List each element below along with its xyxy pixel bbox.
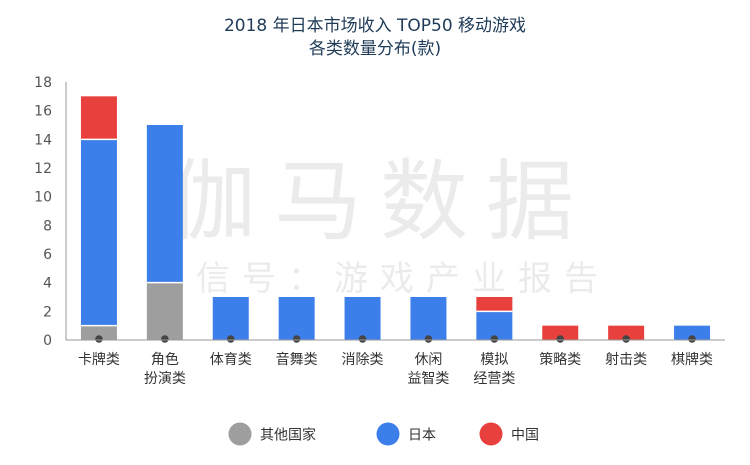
y-tick-label: 18 <box>34 75 52 91</box>
bar-base-dot <box>622 335 630 343</box>
watermark-text-main: 伽马数据 <box>168 150 592 253</box>
chart-title-line1: 2018 年日本市场收入 TOP50 移动游戏 <box>223 16 527 36</box>
y-tick-label: 2 <box>43 304 52 320</box>
y-tick-label: 10 <box>34 190 52 206</box>
bar-segment-japan <box>674 325 711 340</box>
x-category-label: 扮演类 <box>144 371 186 387</box>
legend-label-japan: 日本 <box>408 428 436 444</box>
y-tick-label: 12 <box>34 161 52 177</box>
legend-marker-japan <box>376 422 400 446</box>
legend-label-china: 中国 <box>511 428 539 444</box>
watermark: 伽马数据 微信号：游戏产业报告 <box>150 150 610 299</box>
bar-segment-japan <box>344 297 381 340</box>
bar-segment-japan <box>410 297 447 340</box>
bar-base-dot <box>292 335 301 343</box>
bar-segment-japan <box>278 297 315 340</box>
bar-segment-japan <box>146 125 183 283</box>
y-tick-label: 6 <box>43 247 52 263</box>
bar-base-dot <box>358 335 367 343</box>
chart-title-line2: 各类数量分布(款) <box>308 39 442 59</box>
legend: 其他国家 日本 中国 <box>228 422 539 446</box>
legend-marker-other <box>228 422 252 446</box>
y-axis: 0 2 4 6 8 10 12 14 16 18 <box>34 75 67 349</box>
y-tick-label: 4 <box>43 276 52 292</box>
y-tick-label: 8 <box>43 218 52 234</box>
x-category-label: 经营类 <box>473 371 515 387</box>
x-category-label: 射击类 <box>605 352 647 368</box>
bar-segment-china <box>80 96 117 140</box>
x-category-label: 棋牌类 <box>671 351 713 368</box>
x-category-label: 策略类 <box>539 351 581 368</box>
x-category-label: 休闲 <box>414 352 442 368</box>
watermark-text-sub: 微信号：游戏产业报告 <box>150 259 610 299</box>
x-category-label: 角色 <box>151 351 179 368</box>
legend-label-other: 其他国家 <box>260 427 316 444</box>
bar-base-dot <box>424 335 433 343</box>
y-tick-label: 0 <box>43 333 52 349</box>
x-category-label: 益智类 <box>407 371 449 387</box>
x-category-label: 模拟 <box>480 352 508 368</box>
bar-segment-other <box>146 282 183 340</box>
bar-segment-china <box>542 325 579 340</box>
x-category-label: 卡牌类 <box>78 351 120 368</box>
bar-base-dot <box>688 335 696 343</box>
bar-segment-other <box>80 325 117 340</box>
legend-marker-china <box>479 422 503 446</box>
bar-base-dot <box>556 335 565 343</box>
bars <box>80 96 711 343</box>
y-tick-label: 16 <box>34 104 52 120</box>
bar-segment-japan <box>212 297 249 340</box>
bar-base-dot <box>226 335 235 343</box>
y-tick-label: 14 <box>34 132 52 148</box>
bar-segment-china <box>476 297 513 312</box>
bar-segment-japan <box>80 139 117 326</box>
bar-base-dot <box>95 335 103 343</box>
x-category-label: 体育类 <box>210 352 252 368</box>
bar-segment-china <box>608 325 645 340</box>
x-category-label: 消除类 <box>342 352 384 368</box>
bar-base-dot <box>490 335 499 343</box>
bar-base-dot <box>161 335 169 343</box>
x-category-label: 音舞类 <box>276 351 318 368</box>
